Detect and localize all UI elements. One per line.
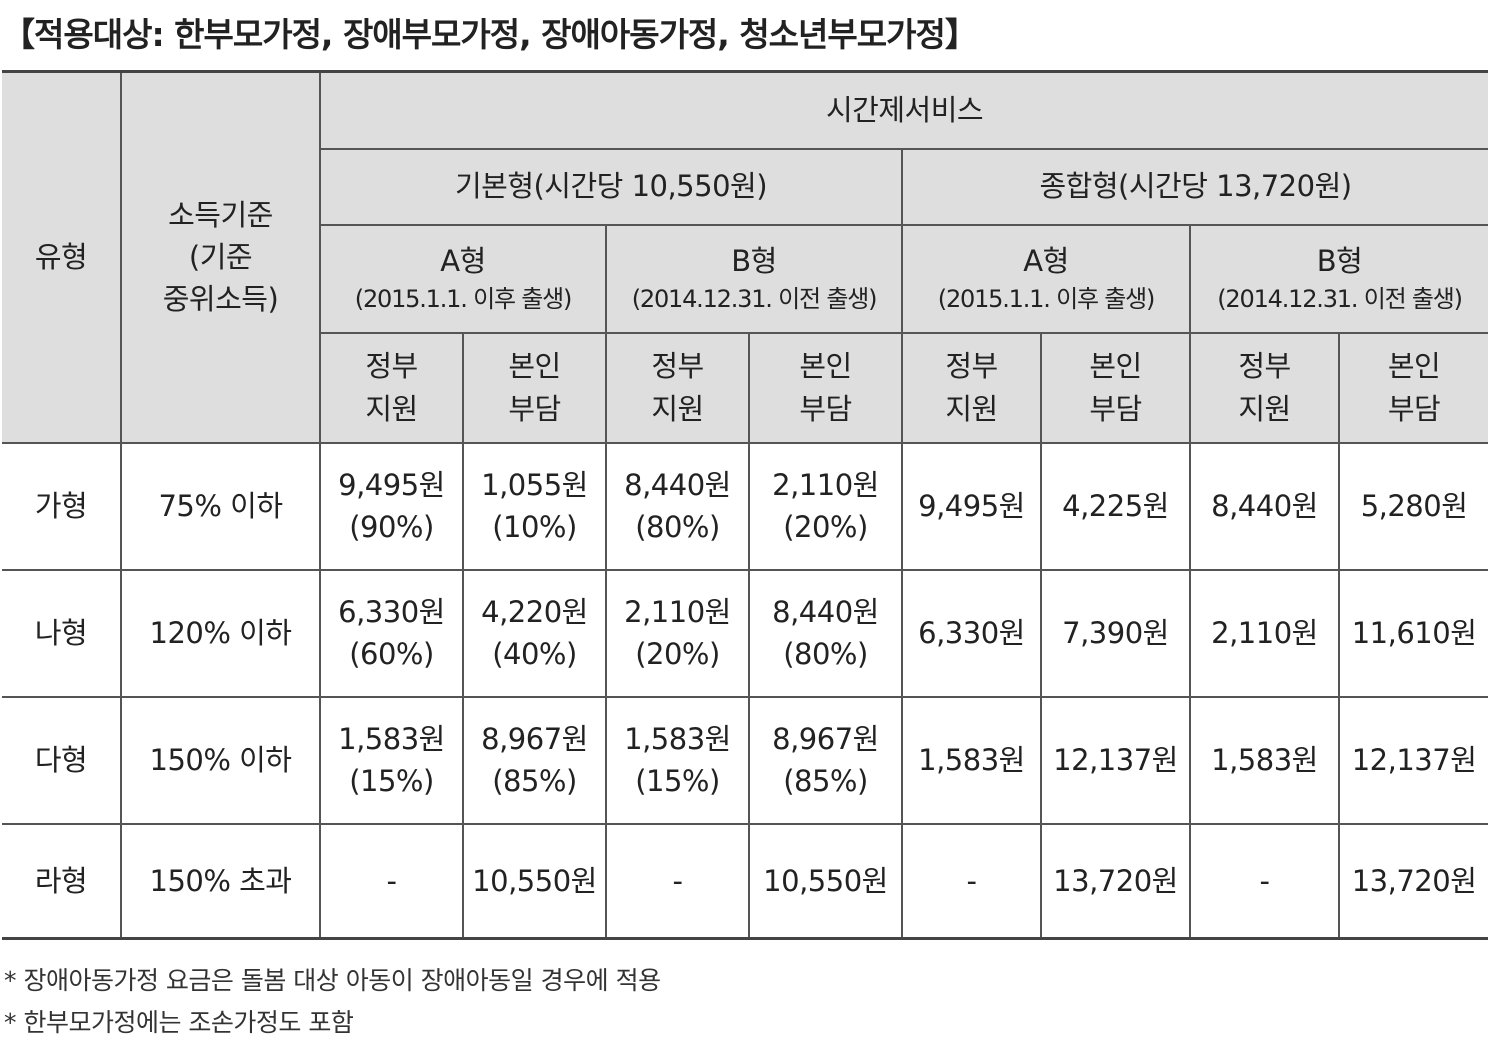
table-header: 유형 소득기준 (기준 중위소득) 시간제서비스 기본형(시간당 10,550원… bbox=[2, 70, 1489, 444]
fee-cell: 9,495원 bbox=[901, 441, 1042, 571]
fee-cell: 11,610원 bbox=[1337, 568, 1489, 698]
fee-table: 유형 소득기준 (기준 중위소득) 시간제서비스 기본형(시간당 10,550원… bbox=[2, 70, 1489, 940]
self-pay-header: 본인 부담 bbox=[1040, 331, 1191, 444]
type-cell: 다형 bbox=[2, 695, 122, 825]
income-header: 소득기준 (기준 중위소득) bbox=[120, 70, 321, 444]
self-pay-header: 본인 부담 bbox=[748, 331, 903, 444]
page-title: 【적용대상: 한부모가정, 장애부모가정, 장애아동가정, 청소년부모가정】 bbox=[2, 15, 978, 54]
type-cell: 나형 bbox=[2, 568, 122, 698]
fee-cell: 2,110원 (20%) bbox=[748, 441, 903, 571]
fee-cell: 8,967원 (85%) bbox=[748, 695, 903, 825]
income-cell: 120% 이하 bbox=[120, 568, 321, 698]
gov-support-header: 정부 지원 bbox=[901, 331, 1042, 444]
fee-cell: - bbox=[1189, 822, 1340, 940]
fee-cell: 13,720원 bbox=[1040, 822, 1191, 940]
table-row: 다형 150% 이하 1,583원 (15%) 8,967원 (85%) 1,583원 (15… bbox=[2, 695, 1489, 825]
footnote: * 한부모가정에는 조손가정도 포함 bbox=[4, 1008, 354, 1037]
self-pay-header: 본인 부담 bbox=[1337, 331, 1489, 444]
fee-cell: 12,137원 bbox=[1337, 695, 1489, 825]
subtype-header: B형 (2014.12.31. 이전 출생) bbox=[605, 223, 903, 334]
fee-cell: 8,440원 (80%) bbox=[605, 441, 750, 571]
comprehensive-plan-header: 종합형(시간당 13,720원) bbox=[900, 147, 1489, 226]
fee-cell: 4,220원 (40%) bbox=[462, 568, 607, 698]
fee-cell: 1,583원 bbox=[1189, 695, 1340, 825]
gov-support-header: 정부 지원 bbox=[1189, 331, 1340, 444]
table-body: 가형 75% 이하 9,495원 (90%) 1,055원 (10%) 8,440원 (80%… bbox=[2, 441, 1489, 940]
fee-cell: - bbox=[901, 822, 1042, 940]
subtype-header: A형 (2015.1.1. 이후 출생) bbox=[901, 223, 1191, 334]
fee-cell: 10,550원 bbox=[462, 822, 607, 940]
income-cell: 150% 초과 bbox=[120, 822, 321, 940]
table-row: 나형 120% 이하 6,330원 (60%) 4,220원 (40%) 2,110원 (20… bbox=[2, 568, 1489, 698]
fee-cell: 8,967원 (85%) bbox=[462, 695, 607, 825]
table-row: 가형 75% 이하 9,495원 (90%) 1,055원 (10%) 8,440원 (80%… bbox=[2, 441, 1489, 571]
footnote: * 장애아동가정 요금은 돌봄 대상 아동이 장애아동일 경우에 적용 bbox=[4, 966, 661, 995]
fee-cell: 2,110원 bbox=[1189, 568, 1340, 698]
fee-cell: 13,720원 bbox=[1337, 822, 1489, 940]
fee-cell: 1,583원 (15%) bbox=[319, 695, 464, 825]
self-pay-header: 본인 부담 bbox=[462, 331, 607, 444]
subtype-header: A형 (2015.1.1. 이후 출생) bbox=[320, 223, 607, 334]
fee-cell: - bbox=[605, 822, 750, 940]
type-header: 유형 bbox=[2, 70, 122, 444]
gov-support-header: 정부 지원 bbox=[320, 331, 464, 444]
fee-cell: 1,583원 bbox=[901, 695, 1042, 825]
fee-cell: 6,330원 bbox=[901, 568, 1042, 698]
fee-cell: 12,137원 bbox=[1040, 695, 1191, 825]
fee-cell: 1,055원 (10%) bbox=[462, 441, 607, 571]
fee-cell: 5,280원 bbox=[1337, 441, 1489, 571]
fee-cell: 6,330원 (60%) bbox=[319, 568, 464, 698]
subtype-header: B형 (2014.12.31. 이전 출생) bbox=[1188, 223, 1489, 334]
basic-plan-header: 기본형(시간당 10,550원) bbox=[320, 147, 903, 226]
fee-cell: 8,440원 (80%) bbox=[748, 568, 903, 698]
service-header: 시간제서비스 bbox=[318, 70, 1489, 150]
gov-support-header: 정부 지원 bbox=[605, 331, 750, 444]
type-cell: 라형 bbox=[2, 822, 122, 940]
fee-cell: 9,495원 (90%) bbox=[319, 441, 464, 571]
fee-cell: 4,225원 bbox=[1040, 441, 1191, 571]
income-cell: 75% 이하 bbox=[120, 441, 321, 571]
fee-cell: 8,440원 bbox=[1189, 441, 1340, 571]
footnotes: * 장애아동가정 요금은 돌봄 대상 아동이 장애아동일 경우에 적용 * 한부… bbox=[4, 960, 661, 1044]
table-row: 라형 150% 초과 -10,550원 -10,550원 -13,720원 -13,720… bbox=[2, 822, 1489, 940]
fee-cell: 10,550원 bbox=[748, 822, 903, 940]
type-cell: 가형 bbox=[2, 441, 122, 571]
income-cell: 150% 이하 bbox=[120, 695, 321, 825]
fee-cell: 1,583원 (15%) bbox=[605, 695, 750, 825]
fee-cell: 7,390원 bbox=[1040, 568, 1191, 698]
fee-cell: 2,110원 (20%) bbox=[605, 568, 750, 698]
fee-cell: - bbox=[319, 822, 464, 940]
